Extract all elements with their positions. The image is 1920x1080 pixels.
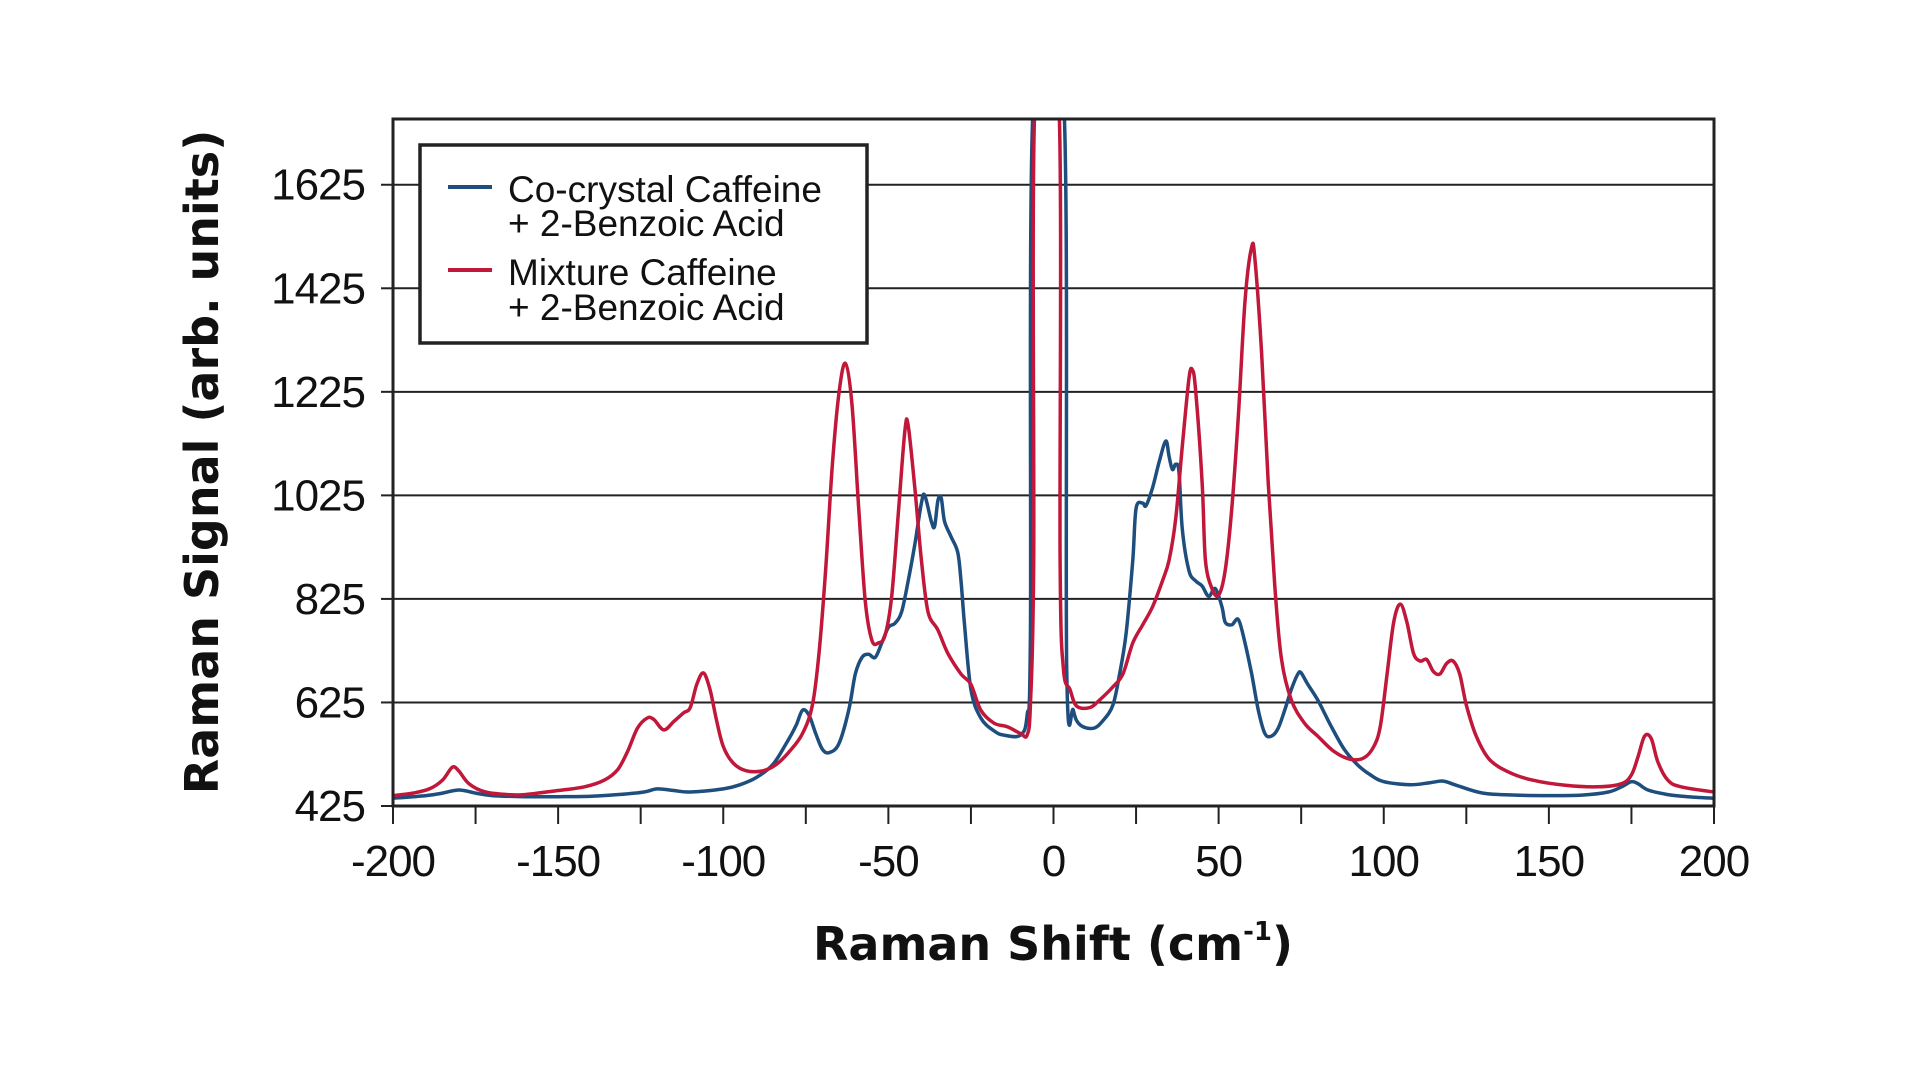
y-tick-label: 1625 — [271, 161, 365, 210]
x-tick-label: -200 — [351, 837, 435, 886]
x-tick-label: -50 — [858, 837, 919, 886]
y-tick-label: 1425 — [271, 264, 365, 313]
y-axis-ticks: 425 625 825 1025 1225 1425 1625 — [271, 161, 393, 831]
x-axis-ticks: -200 -150 -100 -50 0 50 100 150 200 — [351, 806, 1750, 886]
legend-box — [418, 143, 869, 345]
x-tick-label: 200 — [1679, 837, 1749, 886]
series-line-mixture — [393, 119, 1714, 798]
x-tick-label: -150 — [516, 837, 600, 886]
y-tick-label: 625 — [295, 678, 365, 727]
series-line-cocrystal — [393, 119, 1714, 800]
legend-label-cocrystal-1: Co-crystal Caffeine — [508, 169, 822, 210]
legend-label-cocrystal-2: + 2-Benzoic Acid — [508, 203, 785, 244]
x-tick-label: 150 — [1514, 837, 1584, 886]
y-tick-label: 1025 — [271, 471, 365, 520]
x-tick-label: 100 — [1349, 837, 1419, 886]
y-tick-label: 1225 — [271, 368, 365, 417]
legend: Co-crystal Caffeine + 2-Benzoic Acid Mix… — [418, 143, 869, 345]
y-tick-label: 825 — [295, 575, 365, 624]
x-axis-title: Raman Shift (cm-1) — [813, 917, 1293, 971]
x-tick-label: 50 — [1195, 837, 1242, 886]
x-tick-label: 0 — [1042, 837, 1065, 886]
x-tick-label: -100 — [681, 837, 765, 886]
y-tick-label: 425 — [295, 782, 365, 831]
legend-label-mixture-2: + 2-Benzoic Acid — [508, 287, 785, 328]
series-layer — [393, 119, 1714, 800]
legend-label-mixture-1: Mixture Caffeine — [508, 252, 777, 293]
y-axis-title: Raman Signal (arb. units) — [175, 130, 229, 794]
